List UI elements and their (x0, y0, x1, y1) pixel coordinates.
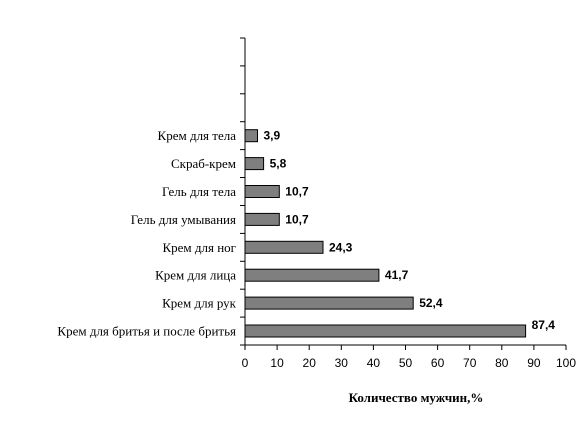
category-label: Крем для тела (158, 128, 237, 143)
category-label: Гель для тела (162, 184, 236, 199)
bar (244, 212, 280, 226)
x-axis-title: Количество мужчин,% (349, 390, 484, 405)
category-label: Гель для умывания (131, 212, 236, 227)
x-tick-label: 0 (242, 356, 249, 370)
x-tick-label: 10 (270, 356, 284, 370)
axes-group: 0 10 20 30 40 50 60 70 80 90 100 (240, 37, 576, 370)
category-label: Крем для лица (155, 268, 236, 283)
bar (244, 129, 258, 143)
x-tick-label: 100 (556, 356, 576, 370)
x-tick-label: 40 (367, 356, 381, 370)
data-label: 10,7 (285, 185, 309, 199)
bar (244, 185, 280, 198)
x-tick-label: 60 (431, 356, 445, 370)
bar (244, 296, 414, 310)
data-label: 10,7 (285, 212, 309, 226)
x-tick-label: 50 (399, 356, 413, 370)
category-label: Крем для бритья и после бритья (57, 324, 236, 339)
data-label: 5,8 (270, 157, 287, 171)
category-label: Крем для ног (162, 240, 236, 255)
x-tick-label: 30 (335, 356, 349, 370)
x-tick-label: 80 (495, 356, 509, 370)
bar (244, 268, 380, 282)
data-label: 41,7 (385, 268, 409, 282)
bar (244, 240, 324, 254)
x-tick-label: 90 (527, 356, 541, 370)
bar (244, 324, 527, 338)
bar (244, 157, 265, 171)
category-label: Крем для рук (162, 296, 237, 311)
bars-group: Крем для бритья и после бритья 87,4 Крем д… (57, 128, 555, 338)
data-label: 87,4 (532, 318, 556, 332)
category-label: Скраб-крем (171, 156, 236, 171)
data-label: 52,4 (419, 296, 443, 310)
x-tick-label: 20 (303, 356, 317, 370)
data-label: 24,3 (329, 240, 353, 254)
data-label: 3,9 (264, 129, 281, 143)
x-tick-label: 70 (463, 356, 477, 370)
